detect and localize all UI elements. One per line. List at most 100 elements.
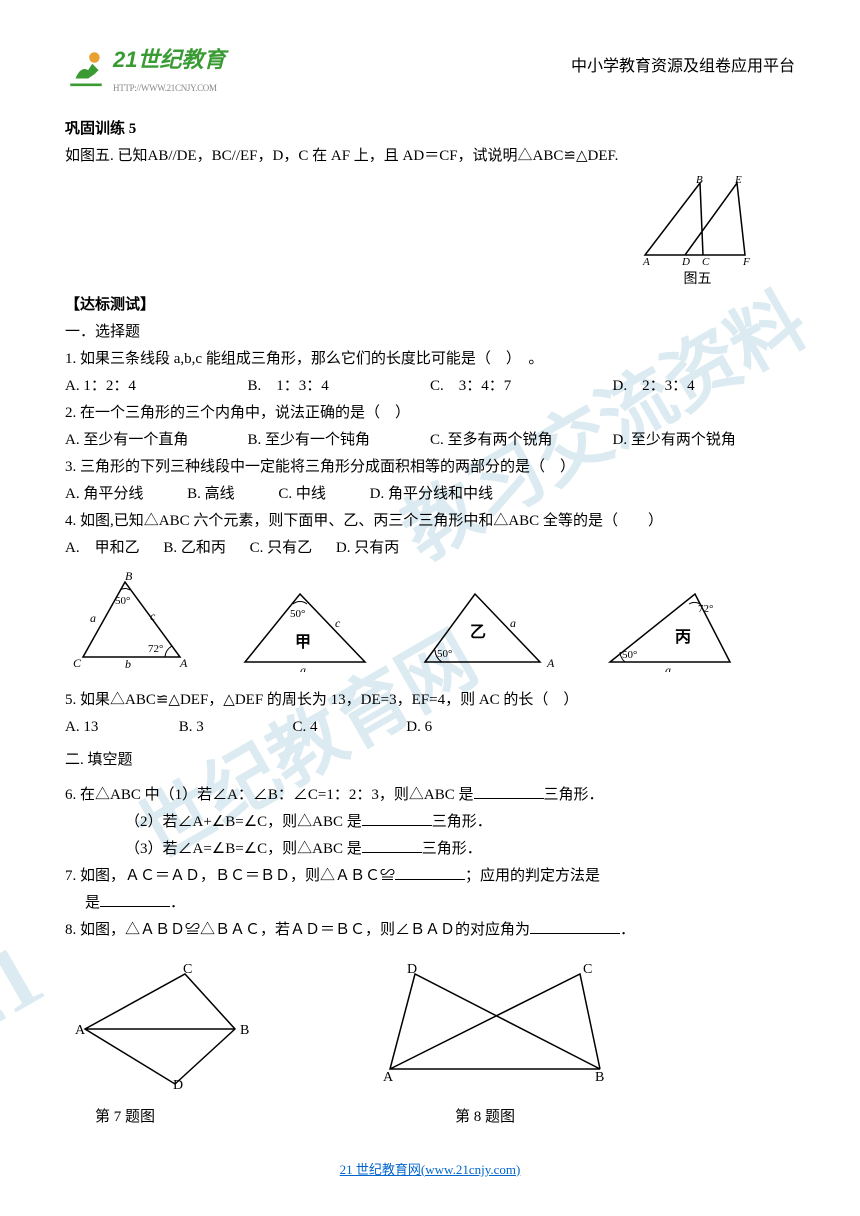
svg-text:a: a — [300, 663, 306, 672]
q1-b: B. 1：3：4 — [248, 373, 431, 400]
svg-text:72°: 72° — [698, 603, 713, 615]
test-title: 【达标测试】 — [65, 292, 795, 319]
q5-options: A. 13 B. 3 C. 4 D. 6 — [65, 714, 795, 741]
svg-text:甲: 甲 — [295, 633, 311, 651]
svg-text:50°: 50° — [290, 608, 305, 620]
svg-text:a: a — [665, 663, 671, 672]
figure-8: D C A B 第 8 题图 — [365, 959, 625, 1131]
svg-text:a: a — [90, 611, 96, 625]
blank[interactable] — [395, 865, 465, 880]
footer-link[interactable]: 21 世纪教育网(www.21cnjy.com) — [340, 1162, 521, 1177]
page-footer: 21 世纪教育网(www.21cnjy.com) — [0, 1158, 860, 1181]
blank[interactable] — [530, 919, 620, 934]
q1-options: A. 1：2：4 B. 1：3：4 C. 3：4：7 D. 2：3：4 — [65, 373, 795, 400]
q2-d: D. 至少有两个锐角 — [613, 427, 796, 454]
svg-text:C: C — [702, 256, 710, 265]
figure-8-svg: D C A B — [365, 959, 625, 1089]
q5: 5. 如果△ABC≌△DEF，△DEF 的周长为 13，DE=3，EF=4，则 … — [65, 687, 795, 714]
q6-2-end: 三角形． — [432, 814, 492, 830]
q2-c: C. 至多有两个锐角 — [430, 427, 613, 454]
svg-text:b: b — [125, 657, 131, 671]
q3-b: B. 高线 — [187, 486, 235, 502]
q5-c: C. 4 — [293, 714, 403, 741]
q2-options: A. 至少有一个直角 B. 至少有一个钝角 C. 至多有两个锐角 D. 至少有两… — [65, 427, 795, 454]
q4: 4. 如图,已知△ABC 六个元素，则下面甲、乙、丙三个三角形中和△ABC 全等… — [65, 508, 795, 535]
q4-a: A. 甲和乙 — [65, 540, 140, 556]
q1-c: C. 3：4：7 — [430, 373, 613, 400]
q7-is: 是 — [85, 895, 100, 911]
bottom-figures: A C B D 第 7 题图 D C A B 第 8 题图 — [65, 959, 795, 1131]
section-2-title: 二. 填空题 — [65, 747, 795, 774]
svg-text:50°: 50° — [622, 649, 637, 661]
svg-text:B: B — [240, 1023, 249, 1038]
q8-end: ． — [620, 922, 635, 938]
svg-text:D: D — [407, 962, 417, 977]
q3-d: D. 角平分线和中线 — [370, 486, 493, 502]
q8-text: 8. 如图，△ＡＢＤ≌△ＢＡＣ，若ＡＤ＝ＢＣ，则∠ＢＡＤ的对应角为 — [65, 922, 530, 938]
logo-text: 21世纪教育 — [113, 40, 225, 80]
q4-d: D. 只有丙 — [336, 540, 399, 556]
svg-text:A: A — [179, 656, 188, 670]
blank[interactable] — [474, 784, 544, 799]
exercise-body: 如图五. 已知AB//DE，BC//EF，D，C 在 AF 上，且 AD＝CF，… — [65, 143, 795, 170]
q4-c: C. 只有乙 — [250, 540, 313, 556]
blank[interactable] — [362, 811, 432, 826]
page-header: 21世纪教育 HTTP://WWW.21CNJY.COM 中小学教育资源及组卷应… — [65, 40, 795, 96]
figure-8-label: 第 8 题图 — [455, 1104, 625, 1131]
triangle-abc: B C A a b c 50° 72° — [65, 572, 195, 672]
q6-3-text: （3）若∠A=∠B=∠C，则△ABC 是 — [125, 841, 362, 857]
q6-3-end: 三角形． — [422, 841, 482, 857]
q3-a: A. 角平分线 — [65, 486, 143, 502]
figure-5-svg: A B E D C F — [640, 175, 755, 265]
blank[interactable] — [100, 892, 170, 907]
svg-text:乙: 乙 — [470, 624, 486, 641]
figure-7-label: 第 7 题图 — [95, 1104, 265, 1131]
q3-options: A. 角平分线 B. 高线 C. 中线 D. 角平分线和中线 — [65, 481, 795, 508]
svg-text:A: A — [75, 1023, 86, 1038]
svg-text:A: A — [546, 656, 555, 670]
q5-a: A. 13 — [65, 714, 175, 741]
q6-2: （2）若∠A+∠B=∠C，则△ABC 是三角形． — [65, 809, 795, 836]
triangle-bing: 50° 72° 丙 a — [600, 582, 740, 672]
svg-text:c: c — [150, 609, 156, 623]
triangle-yi: 50° 乙 a A — [415, 582, 560, 672]
section-1-title: 一．选择题 — [65, 319, 795, 346]
figure-5-label: 图五 — [640, 267, 755, 292]
q6: 6. 在△ABC 中（1）若∠A：∠B：∠C=1：2：3，则△ABC 是三角形． — [65, 782, 795, 809]
q8: 8. 如图，△ＡＢＤ≌△ＢＡＣ，若ＡＤ＝ＢＣ，则∠ＢＡＤ的对应角为 ． — [65, 917, 795, 944]
q7: 7. 如图，ＡＣ＝ＡＤ，ＢＣ＝ＢＤ，则△ＡＢＣ≌ ；应用的判定方法是 — [65, 863, 795, 890]
q4-options: A. 甲和乙 B. 乙和丙 C. 只有乙 D. 只有丙 — [65, 535, 795, 562]
footer-text: 21 世纪教育网(www.21cnjy.com) — [340, 1162, 521, 1177]
q3: 3. 三角形的下列三种线段中一定能将三角形分成面积相等的两部分的是（ ） — [65, 454, 795, 481]
svg-text:B: B — [696, 175, 703, 186]
svg-text:C: C — [583, 962, 592, 977]
q7-end: ． — [170, 895, 185, 911]
q2-a: A. 至少有一个直角 — [65, 427, 248, 454]
svg-text:72°: 72° — [148, 643, 163, 655]
svg-text:E: E — [734, 175, 742, 186]
q6-end: 三角形． — [544, 787, 604, 803]
svg-text:a: a — [510, 616, 516, 630]
exercise-title: 巩固训练 5 — [65, 116, 795, 143]
q4-figures: B C A a b c 50° 72° 50° 甲 c a 50° 乙 a A — [65, 572, 795, 672]
svg-text:C: C — [73, 656, 82, 670]
q1-d: D. 2：3：4 — [613, 373, 796, 400]
figure-7: A C B D 第 7 题图 — [65, 959, 265, 1131]
q5-b: B. 3 — [179, 714, 289, 741]
q3-c: C. 中线 — [278, 486, 326, 502]
q7-line2: 是． — [65, 890, 795, 917]
q7-text: 7. 如图，ＡＣ＝ＡＤ，ＢＣ＝ＢＤ，则△ＡＢＣ≌ — [65, 868, 395, 884]
svg-text:c: c — [335, 616, 341, 630]
blank[interactable] — [362, 838, 422, 853]
logo-subtext: HTTP://WWW.21CNJY.COM — [113, 80, 225, 96]
svg-text:A: A — [383, 1070, 394, 1085]
figure-5: A B E D C F 图五 — [640, 175, 755, 292]
svg-text:D: D — [681, 256, 690, 265]
svg-text:C: C — [183, 962, 192, 977]
q4-b: B. 乙和丙 — [163, 540, 226, 556]
q6-3: （3）若∠A=∠B=∠C，则△ABC 是 三角形． — [65, 836, 795, 863]
svg-text:B: B — [125, 572, 133, 583]
svg-text:A: A — [642, 256, 650, 265]
q7-mid: ；应用的判定方法是 — [465, 868, 600, 884]
svg-text:50°: 50° — [115, 595, 130, 607]
